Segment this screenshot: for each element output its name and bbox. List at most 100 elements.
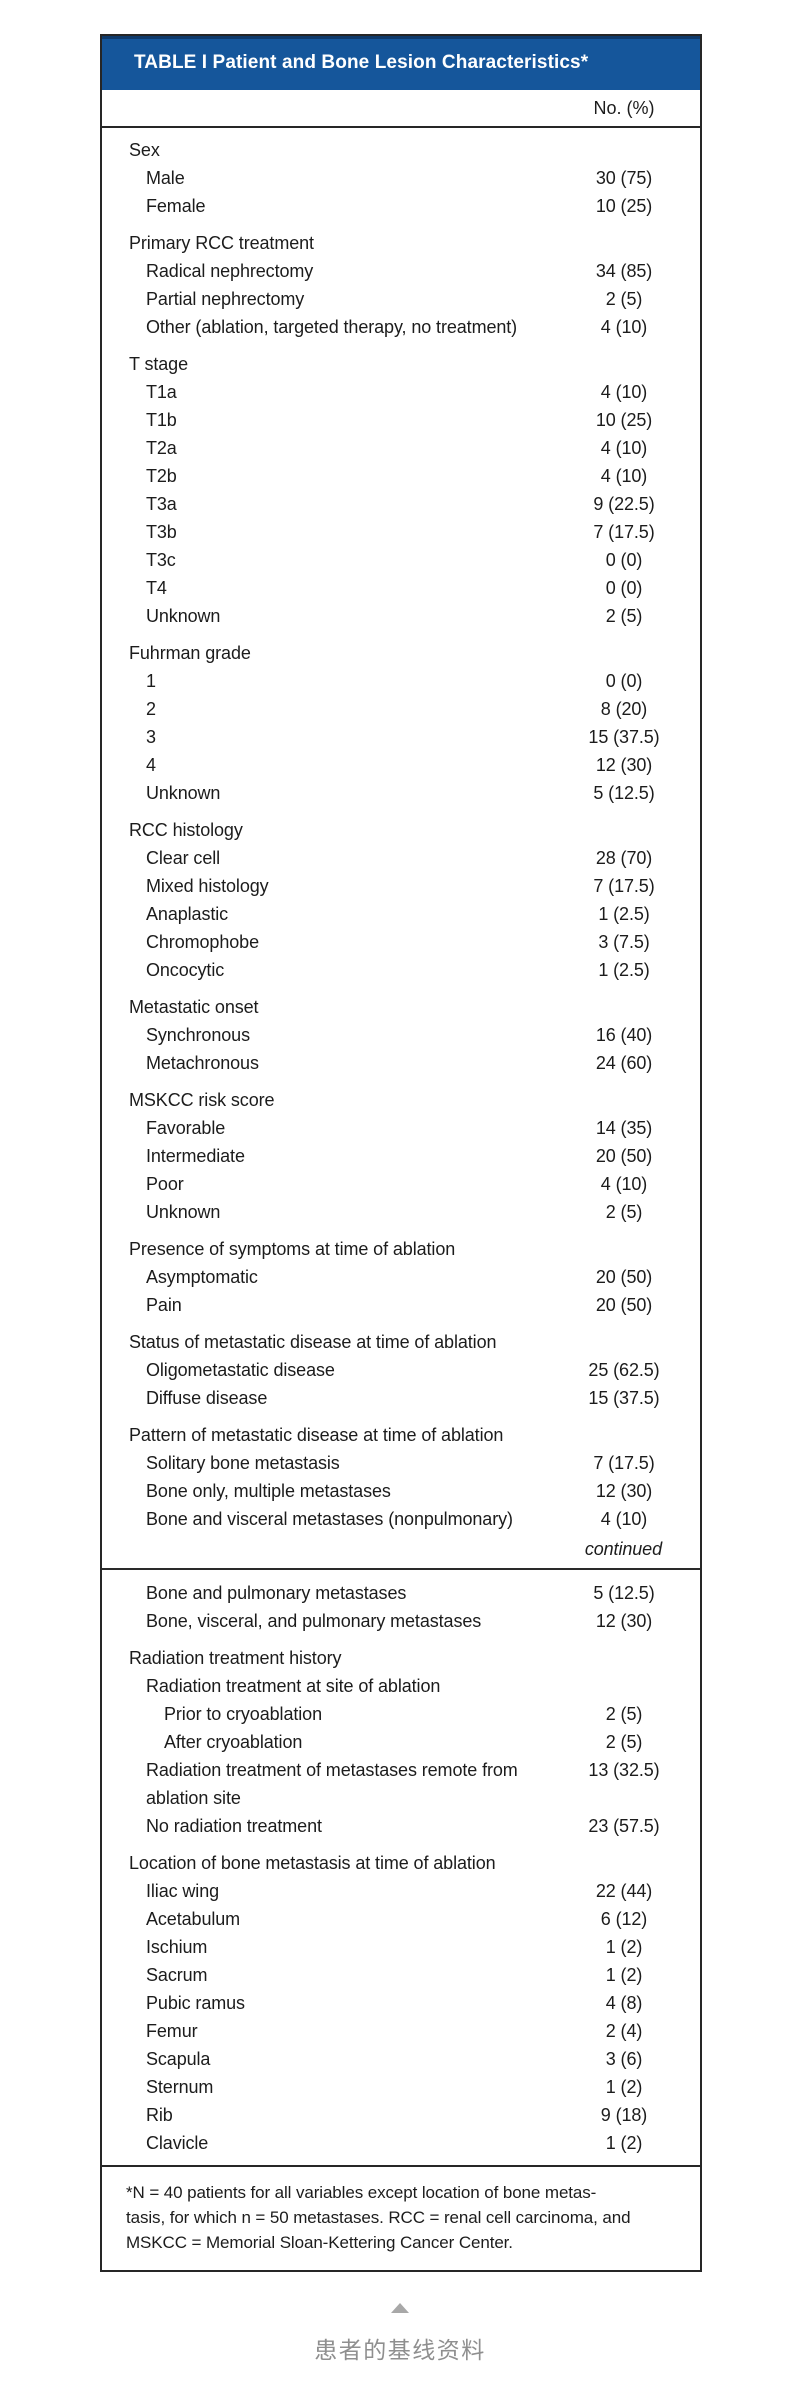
table-section-header: T stage xyxy=(102,350,700,378)
footnote-line: tasis, for which n = 50 metastases. RCC … xyxy=(126,2208,631,2227)
table-row: Scapula 3 (6) xyxy=(102,2045,700,2073)
row-label: Pain xyxy=(146,1295,182,1315)
row-label: Location of bone metastasis at time of a… xyxy=(129,1853,496,1873)
table-row: 3 15 (37.5) xyxy=(102,723,700,751)
row-label: T2b xyxy=(146,466,177,486)
row-label: Radical nephrectomy xyxy=(146,261,314,281)
table-section-header: Location of bone metastasis at time of a… xyxy=(102,1849,700,1877)
column-header-row: No. (%) xyxy=(102,90,700,128)
row-label: Fuhrman grade xyxy=(129,643,251,663)
table-row: T4 0 (0) xyxy=(102,574,700,602)
table-row: Clear cell 28 (70) xyxy=(102,844,700,872)
row-label: Other (ablation, targeted therapy, no tr… xyxy=(146,317,518,337)
row-label: Bone and visceral metastases (nonpulmona… xyxy=(146,1509,513,1529)
row-value: 16 (40) xyxy=(595,1025,653,1045)
row-value: 1 (2.5) xyxy=(598,904,650,924)
table-row: Mixed histology 7 (17.5) xyxy=(102,872,700,900)
table-row: Unknown 5 (12.5) xyxy=(102,779,700,807)
row-label: Bone and pulmonary metastases xyxy=(146,1583,407,1603)
table-section-header: Pattern of metastatic disease at time of… xyxy=(102,1421,700,1449)
row-label: Primary RCC treatment xyxy=(129,233,314,253)
row-label: Anaplastic xyxy=(146,904,229,924)
row-label: Sex xyxy=(129,140,160,160)
table-section-header: RCC histology xyxy=(102,816,700,844)
row-value: 12 (30) xyxy=(595,1481,653,1501)
table-row: Unknown 2 (5) xyxy=(102,1198,700,1226)
row-label: 1 xyxy=(146,671,156,691)
row-value: 28 (70) xyxy=(595,848,653,868)
row-label: Intermediate xyxy=(146,1146,245,1166)
row-value: 15 (37.5) xyxy=(588,727,660,747)
row-label: Clavicle xyxy=(146,2133,209,2153)
caption-text: 患者的基线资料 xyxy=(314,2337,486,2363)
row-value: 4 (8) xyxy=(605,1993,643,2013)
table-row: Asymptomatic 20 (50) xyxy=(102,1263,700,1291)
row-label: Status of metastatic disease at time of … xyxy=(129,1332,497,1352)
table-row: Sacrum 1 (2) xyxy=(102,1961,700,1989)
row-value: 8 (20) xyxy=(600,699,648,719)
table-section-header: Metastatic onset xyxy=(102,993,700,1021)
row-value: 14 (35) xyxy=(595,1118,653,1138)
row-value: 4 (10) xyxy=(600,1509,648,1529)
table-row: T2b 4 (10) xyxy=(102,462,700,490)
row-label: Solitary bone metastasis xyxy=(146,1453,340,1473)
row-label: Synchronous xyxy=(146,1025,250,1045)
table-row: Oncocytic 1 (2.5) xyxy=(102,956,700,984)
row-label: MSKCC risk score xyxy=(129,1090,275,1110)
row-value: 23 (57.5) xyxy=(588,1816,660,1836)
row-label: T3a xyxy=(146,494,177,514)
row-label: Unknown xyxy=(146,783,221,803)
table-row: Chromophobe 3 (7.5) xyxy=(102,928,700,956)
row-label: No radiation treatment xyxy=(146,1816,322,1836)
row-label: T stage xyxy=(129,354,189,374)
table-footnote: *N = 40 patients for all variables excep… xyxy=(102,2165,700,2270)
row-label: Mixed histology xyxy=(146,876,269,896)
row-value: 2 (4) xyxy=(605,2021,643,2041)
table-row: T3b 7 (17.5) xyxy=(102,518,700,546)
row-value: 1 (2) xyxy=(605,2133,643,2153)
table-row: T1b 10 (25) xyxy=(102,406,700,434)
table-section-header: Presence of symptoms at time of ablation xyxy=(102,1235,700,1263)
table-row: Radical nephrectomy 34 (85) xyxy=(102,257,700,285)
table-row: Diffuse disease 15 (37.5) xyxy=(102,1384,700,1412)
row-label: T2a xyxy=(146,438,177,458)
row-label: Presence of symptoms at time of ablation xyxy=(129,1239,456,1259)
table-row: Intermediate 20 (50) xyxy=(102,1142,700,1170)
table-row: Iliac wing 22 (44) xyxy=(102,1877,700,1905)
row-label: Ischium xyxy=(146,1937,208,1957)
table-row: Clavicle 1 (2) xyxy=(102,2129,700,2157)
table-title-bar: TABLE I Patient and Bone Lesion Characte… xyxy=(102,36,700,90)
row-label: Pattern of metastatic disease at time of… xyxy=(129,1425,504,1445)
table-section-header: Fuhrman grade xyxy=(102,639,700,667)
table-row: No radiation treatment 23 (57.5) xyxy=(102,1812,700,1840)
row-label: Oligometastatic disease xyxy=(146,1360,335,1380)
table-row: 2 8 (20) xyxy=(102,695,700,723)
row-label: Radiation treatment at site of ablation xyxy=(146,1676,441,1696)
table-row: Anaplastic 1 (2.5) xyxy=(102,900,700,928)
row-label: Pubic ramus xyxy=(146,1993,245,2013)
row-label: Bone only, multiple metastases xyxy=(146,1481,391,1501)
row-label: Diffuse disease xyxy=(146,1388,268,1408)
row-label: 3 xyxy=(146,727,156,747)
table-row: Bone and visceral metastases (nonpulmona… xyxy=(102,1505,700,1533)
row-value: 3 (6) xyxy=(605,2049,643,2069)
row-label: T3b xyxy=(146,522,177,542)
row-value: 22 (44) xyxy=(595,1881,653,1901)
row-label: T1a xyxy=(146,382,177,402)
table-row: Sternum 1 (2) xyxy=(102,2073,700,2101)
row-label: Clear cell xyxy=(146,848,221,868)
table-row: Solitary bone metastasis 7 (17.5) xyxy=(102,1449,700,1477)
row-value: 15 (37.5) xyxy=(588,1388,660,1408)
row-value: 0 (0) xyxy=(605,578,643,598)
row-value: 10 (25) xyxy=(595,196,653,216)
row-value: 7 (17.5) xyxy=(593,876,655,896)
row-label: Metachronous xyxy=(146,1053,259,1073)
row-label: Sternum xyxy=(146,2077,214,2097)
row-label: Femur xyxy=(146,2021,198,2041)
row-value: 4 (10) xyxy=(600,438,648,458)
table-row: T3a 9 (22.5) xyxy=(102,490,700,518)
table-row: Prior to cryoablation 2 (5) xyxy=(102,1700,700,1728)
row-value: 9 (22.5) xyxy=(593,494,655,514)
row-value: 2 (5) xyxy=(605,606,643,626)
